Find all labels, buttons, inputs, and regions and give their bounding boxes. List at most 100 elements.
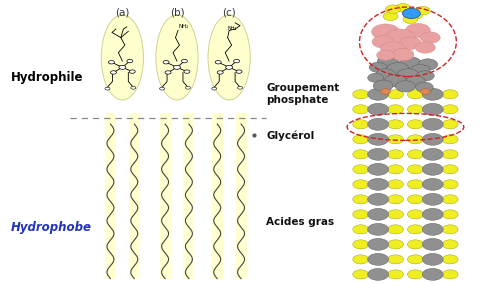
Ellipse shape — [101, 15, 143, 100]
Circle shape — [407, 255, 423, 264]
Circle shape — [368, 73, 383, 82]
Circle shape — [387, 120, 403, 129]
Circle shape — [353, 90, 369, 99]
Circle shape — [407, 210, 423, 219]
Circle shape — [215, 60, 221, 64]
Circle shape — [353, 120, 369, 129]
Circle shape — [422, 148, 443, 160]
Circle shape — [368, 268, 388, 280]
Circle shape — [422, 268, 443, 280]
Circle shape — [442, 195, 458, 204]
Circle shape — [407, 105, 423, 114]
Circle shape — [353, 210, 369, 219]
Text: Glycérol: Glycérol — [266, 130, 315, 141]
Circle shape — [402, 8, 420, 19]
Text: Hydrophile: Hydrophile — [10, 71, 83, 84]
Circle shape — [105, 87, 110, 90]
Circle shape — [376, 50, 394, 60]
Circle shape — [422, 223, 443, 235]
Circle shape — [368, 178, 388, 190]
Circle shape — [422, 178, 443, 190]
Circle shape — [127, 59, 133, 63]
Circle shape — [372, 36, 394, 48]
Circle shape — [407, 195, 423, 204]
Circle shape — [407, 135, 423, 144]
Circle shape — [368, 148, 388, 160]
Circle shape — [399, 37, 421, 50]
Circle shape — [422, 253, 443, 265]
Circle shape — [212, 87, 217, 90]
Circle shape — [442, 180, 458, 189]
Circle shape — [407, 225, 423, 234]
Circle shape — [387, 225, 403, 234]
Circle shape — [395, 3, 410, 12]
Ellipse shape — [156, 15, 198, 100]
Circle shape — [442, 165, 458, 174]
Circle shape — [442, 210, 458, 219]
Text: Groupement
phosphate: Groupement phosphate — [266, 83, 340, 105]
Circle shape — [368, 118, 388, 130]
Circle shape — [442, 150, 458, 159]
Circle shape — [442, 120, 458, 129]
Circle shape — [184, 70, 190, 73]
Text: Acides gras: Acides gras — [266, 217, 335, 227]
Bar — [183, 113, 194, 279]
Circle shape — [442, 240, 458, 249]
Circle shape — [119, 65, 126, 69]
Circle shape — [385, 29, 415, 46]
Circle shape — [387, 165, 403, 174]
Circle shape — [368, 88, 388, 100]
Text: Hydrophobe: Hydrophobe — [10, 221, 92, 234]
Circle shape — [442, 225, 458, 234]
Text: (c): (c) — [222, 8, 236, 18]
Circle shape — [407, 120, 423, 129]
Circle shape — [234, 59, 240, 63]
Circle shape — [353, 165, 369, 174]
Circle shape — [420, 32, 440, 43]
Circle shape — [387, 195, 403, 204]
Circle shape — [353, 255, 369, 264]
Circle shape — [353, 270, 369, 279]
Circle shape — [109, 60, 115, 64]
Circle shape — [422, 118, 443, 130]
Bar — [212, 113, 223, 279]
Circle shape — [353, 225, 369, 234]
Bar — [160, 113, 170, 279]
Circle shape — [415, 42, 435, 53]
Circle shape — [226, 65, 233, 69]
Circle shape — [368, 133, 388, 145]
Circle shape — [387, 255, 403, 264]
Circle shape — [415, 82, 433, 92]
Circle shape — [387, 270, 403, 279]
Circle shape — [380, 89, 390, 94]
Circle shape — [368, 239, 388, 250]
Circle shape — [387, 240, 403, 249]
Circle shape — [405, 23, 430, 38]
Circle shape — [160, 87, 164, 90]
Circle shape — [407, 90, 423, 99]
Circle shape — [181, 59, 187, 63]
Circle shape — [368, 253, 388, 265]
Circle shape — [353, 135, 369, 144]
Circle shape — [238, 86, 243, 89]
Circle shape — [111, 71, 117, 74]
Circle shape — [442, 90, 458, 99]
Circle shape — [173, 65, 180, 69]
Circle shape — [372, 24, 399, 40]
Ellipse shape — [208, 15, 250, 100]
Circle shape — [407, 150, 423, 159]
Circle shape — [387, 90, 403, 99]
Circle shape — [129, 70, 135, 73]
Circle shape — [185, 86, 190, 89]
Text: (a): (a) — [115, 8, 129, 18]
Circle shape — [422, 133, 443, 145]
Circle shape — [353, 150, 369, 159]
Circle shape — [399, 57, 421, 69]
Circle shape — [408, 11, 423, 19]
Text: (b): (b) — [170, 8, 184, 18]
Circle shape — [380, 42, 405, 56]
Circle shape — [368, 163, 388, 175]
Circle shape — [236, 70, 242, 73]
Circle shape — [353, 180, 369, 189]
Circle shape — [407, 180, 423, 189]
